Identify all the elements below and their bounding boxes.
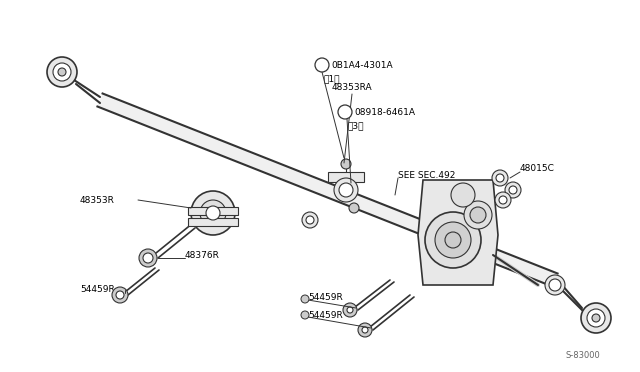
Circle shape	[545, 275, 565, 295]
Circle shape	[341, 159, 351, 169]
Circle shape	[58, 68, 66, 76]
Text: 54459R: 54459R	[308, 294, 343, 302]
Text: 08918-6461A: 08918-6461A	[354, 108, 415, 116]
Circle shape	[191, 191, 235, 235]
Circle shape	[315, 58, 329, 72]
Circle shape	[302, 212, 318, 228]
Circle shape	[435, 222, 471, 258]
Circle shape	[53, 63, 71, 81]
Circle shape	[505, 182, 521, 198]
Circle shape	[334, 178, 358, 202]
Text: SEE SEC.492: SEE SEC.492	[398, 170, 456, 180]
Circle shape	[200, 200, 226, 226]
Circle shape	[301, 295, 309, 303]
Circle shape	[139, 249, 157, 267]
Circle shape	[464, 201, 492, 229]
Text: 48353RA: 48353RA	[332, 83, 372, 92]
Circle shape	[358, 323, 372, 337]
Polygon shape	[97, 93, 557, 286]
Circle shape	[349, 203, 359, 213]
Circle shape	[347, 307, 353, 313]
Circle shape	[581, 303, 611, 333]
Circle shape	[451, 183, 475, 207]
Polygon shape	[418, 180, 498, 285]
Circle shape	[495, 192, 511, 208]
Text: （1）: （1）	[324, 74, 340, 83]
Circle shape	[338, 105, 352, 119]
Circle shape	[499, 196, 507, 204]
Circle shape	[445, 232, 461, 248]
Circle shape	[362, 327, 368, 333]
Text: S-83000: S-83000	[565, 350, 600, 359]
Circle shape	[549, 279, 561, 291]
Text: B: B	[319, 62, 324, 68]
Text: 48376R: 48376R	[185, 250, 220, 260]
Circle shape	[470, 207, 486, 223]
Circle shape	[509, 186, 517, 194]
Text: 48015C: 48015C	[520, 164, 555, 173]
Circle shape	[143, 253, 153, 263]
Polygon shape	[188, 207, 238, 215]
Circle shape	[496, 174, 504, 182]
Circle shape	[587, 309, 605, 327]
Circle shape	[306, 216, 314, 224]
Text: 54459R: 54459R	[308, 311, 343, 320]
Circle shape	[47, 57, 77, 87]
Circle shape	[492, 170, 508, 186]
Circle shape	[301, 311, 309, 319]
Circle shape	[425, 212, 481, 268]
Circle shape	[343, 303, 357, 317]
Circle shape	[592, 314, 600, 322]
Text: 48353R: 48353R	[80, 196, 115, 205]
Circle shape	[112, 287, 128, 303]
Circle shape	[116, 291, 124, 299]
Text: 54459R: 54459R	[80, 285, 115, 295]
Text: （3）: （3）	[347, 122, 364, 131]
Polygon shape	[328, 172, 364, 182]
Text: 0B1A4-4301A: 0B1A4-4301A	[331, 61, 392, 70]
Polygon shape	[188, 218, 238, 226]
Circle shape	[339, 183, 353, 197]
Circle shape	[206, 206, 220, 220]
Text: N: N	[342, 109, 348, 115]
